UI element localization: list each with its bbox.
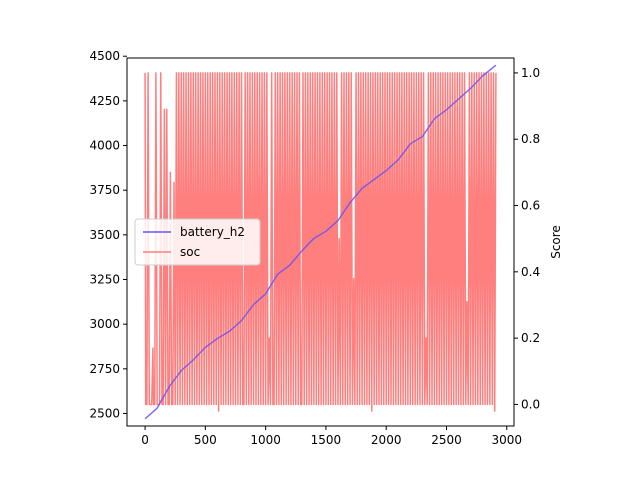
x-tick-label: 500	[194, 433, 217, 447]
y-left-tick-label: 4000	[89, 139, 120, 153]
y-left-tick-label: 3250	[89, 273, 120, 287]
x-tick-label: 1000	[250, 433, 281, 447]
y-axis-right-title: Score	[549, 225, 563, 259]
y-left-tick-label: 2750	[89, 362, 120, 376]
x-tick-label: 2000	[371, 433, 402, 447]
legend-box	[134, 218, 261, 266]
y-axis-left: 2500 2750 3000 3250 3500 3750 4000 4250 4500	[89, 49, 127, 420]
y-left-tick-label: 3500	[89, 228, 120, 242]
x-tick-label: 1500	[311, 433, 342, 447]
y-left-tick-label: 4250	[89, 94, 120, 108]
y-left-tick-label: 2500	[89, 406, 120, 420]
y-right-tick-label: 0.2	[521, 331, 540, 345]
x-tick-label: 0	[141, 433, 149, 447]
y-left-tick-label: 3750	[89, 183, 120, 197]
x-tick-label: 2500	[431, 433, 462, 447]
x-axis: 0 500 1000 1500 2000 2500 3000	[141, 426, 522, 447]
y-left-tick-label: 4500	[89, 49, 120, 63]
series-line-battery-h2	[144, 64, 497, 420]
y-right-tick-label: 0.6	[521, 199, 540, 213]
series-line-soc	[144, 72, 497, 412]
y-axis-right: 0.0 0.2 0.4 0.6 0.8 1.0	[514, 66, 540, 411]
legend-label-soc: soc	[180, 245, 200, 259]
legend-label-battery-h2: battery_h2	[180, 225, 245, 239]
y-right-tick-label: 0.4	[521, 265, 540, 279]
x-tick-label: 3000	[491, 433, 522, 447]
y-right-tick-label: 1.0	[521, 66, 540, 80]
series-layer	[144, 64, 497, 420]
y-left-tick-label: 3000	[89, 317, 120, 331]
y-right-tick-label: 0.8	[521, 132, 540, 146]
y-right-tick-label: 0.0	[521, 397, 540, 411]
plot-frame	[126, 57, 515, 427]
